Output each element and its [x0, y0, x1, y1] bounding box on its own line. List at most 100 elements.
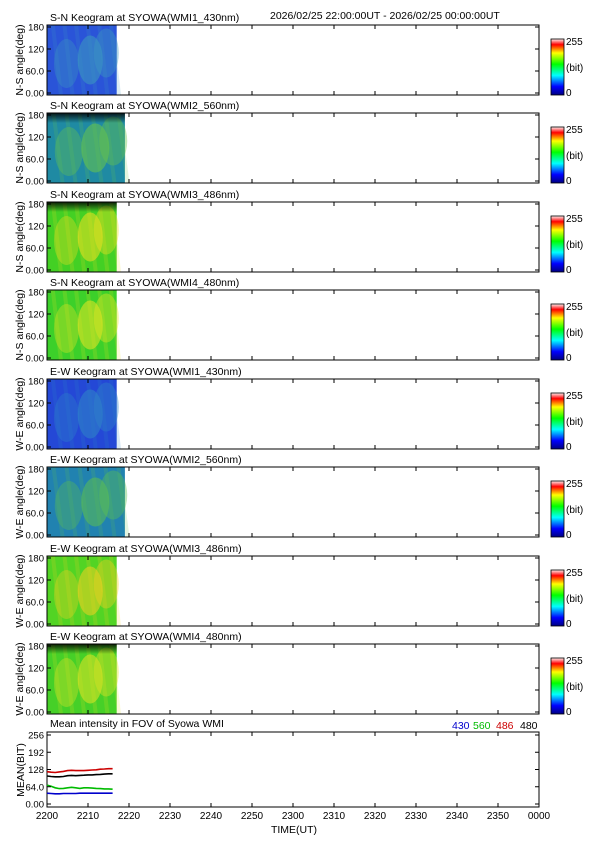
keogram-panel: S-N Keogram at SYOWA(WMI1_430nm) 180 120 60… — [14, 12, 583, 100]
colorbar-min: 0 — [566, 530, 572, 541]
x-tick-label: 2200 — [36, 811, 59, 822]
colorbar-min: 0 — [566, 442, 572, 453]
y-tick-label: 180 — [28, 288, 44, 299]
y-tick-label: 120 — [28, 487, 44, 498]
y-tick-label: 180 — [28, 642, 44, 653]
y-tick-label: 120 — [28, 399, 44, 410]
colorbar-max: 255 — [566, 302, 583, 313]
y-tick-label: 60.0 — [26, 332, 45, 343]
y-tick-label: 60.0 — [26, 244, 45, 255]
keogram-panel: E-W Keogram at SYOWA(WMI4_480nm) 180 120 60… — [14, 631, 583, 719]
panel-frame — [46, 201, 540, 273]
y-tick-label: 0.00 — [26, 443, 45, 454]
y-tick-label: 0.00 — [26, 531, 45, 542]
colorbar: 255 (bit) 0 — [550, 125, 583, 187]
y-tick-label: 0.00 — [26, 266, 45, 277]
panel-frame — [46, 24, 540, 96]
colorbar: 255 (bit) 0 — [550, 568, 583, 630]
panel-frame — [46, 378, 540, 450]
colorbar: 255 (bit) 0 — [550, 214, 583, 276]
y-tick-label: 256 — [28, 731, 44, 742]
panel-ylabel: W-E angle(deg) — [14, 377, 26, 450]
keogram-panel: E-W Keogram at SYOWA(WMI3_486nm) 180 120 60… — [14, 543, 583, 631]
colorbar: 255 (bit) 0 — [550, 302, 583, 364]
colorbar-max: 255 — [566, 391, 583, 402]
colorbar: 255 (bit) 0 — [550, 656, 583, 718]
y-tick-label: 64.0 — [26, 782, 45, 793]
panel-ylabel: W-E angle(deg) — [14, 554, 26, 627]
colorbar-unit: (bit) — [566, 151, 583, 162]
x-tick-label: 2310 — [323, 811, 346, 822]
y-tick-label: 0.00 — [26, 89, 45, 100]
panel-title: E-W Keogram at SYOWA(WMI4_480nm) — [50, 631, 242, 643]
y-tick-label: 120 — [28, 576, 44, 587]
colorbar-max: 255 — [566, 125, 583, 136]
colorbar-unit: (bit) — [566, 505, 583, 516]
keogram-image — [47, 378, 122, 450]
x-tick-label: 2210 — [77, 811, 100, 822]
y-tick-label: 0.00 — [26, 354, 45, 365]
y-tick-label: 60.0 — [26, 421, 45, 432]
y-tick-label: 180 — [28, 23, 44, 34]
y-tick-label: 192 — [28, 748, 44, 759]
header-time-range: 2026/02/25 22:00:00UT - 2026/02/25 00:00… — [270, 10, 500, 22]
colorbar-min: 0 — [566, 353, 572, 364]
keogram-image — [47, 24, 122, 96]
colorbar-unit: (bit) — [566, 594, 583, 605]
x-tick-label: 2330 — [405, 811, 428, 822]
panel-ylabel: N-S angle(deg) — [14, 289, 26, 360]
colorbar: 255 (bit) 0 — [550, 391, 583, 453]
x-tick-label: 2220 — [118, 811, 141, 822]
y-tick-label: 128 — [28, 765, 44, 776]
panel-frame — [46, 289, 540, 361]
panel-ylabel: W-E angle(deg) — [14, 465, 26, 538]
keogram-panel: S-N Keogram at SYOWA(WMI4_480nm) 180 120 60… — [14, 277, 583, 365]
y-tick-label: 0.00 — [26, 620, 45, 631]
colorbar-max: 255 — [566, 37, 583, 48]
colorbar-max: 255 — [566, 656, 583, 667]
x-tick-label: 2340 — [446, 811, 469, 822]
x-tick-label: 2250 — [241, 811, 264, 822]
chart-plot-frame — [46, 731, 540, 808]
panel-ylabel: N-S angle(deg) — [14, 24, 26, 95]
panel-ylabel: N-S angle(deg) — [14, 112, 26, 183]
keogram-panels: S-N Keogram at SYOWA(WMI1_430nm) 180 120 60… — [14, 12, 583, 719]
y-tick-label: 60.0 — [26, 67, 45, 78]
series-line-560 — [46, 784, 113, 790]
legend-entry-560: 560 — [473, 720, 491, 732]
keogram-image — [47, 289, 122, 361]
keogram-panel: S-N Keogram at SYOWA(WMI3_486nm) 180 120 60… — [14, 189, 583, 277]
x-tick-label: 2230 — [159, 811, 182, 822]
mean-intensity-chart: Mean intensity in FOV of Syowa WMI 430 56… — [15, 718, 551, 836]
colorbar-min: 0 — [566, 707, 572, 718]
x-tick-label: 2350 — [487, 811, 510, 822]
y-tick-label: 120 — [28, 222, 44, 233]
x-tick-label: 0000 — [528, 811, 551, 822]
colorbar-unit: (bit) — [566, 682, 583, 693]
colorbar-min: 0 — [566, 88, 572, 99]
y-tick-label: 180 — [28, 377, 44, 388]
y-tick-label: 60.0 — [26, 598, 45, 609]
keogram-image — [47, 555, 122, 627]
keogram-image — [47, 201, 122, 273]
panel-title: S-N Keogram at SYOWA(WMI2_560nm) — [50, 100, 239, 112]
keogram-panel: S-N Keogram at SYOWA(WMI2_560nm) 180 120 60… — [14, 100, 583, 188]
y-tick-label: 120 — [28, 310, 44, 321]
panel-title: S-N Keogram at SYOWA(WMI4_480nm) — [50, 277, 239, 289]
colorbar-min: 0 — [566, 619, 572, 630]
keogram-image — [47, 466, 130, 538]
colorbar-min: 0 — [566, 176, 572, 187]
colorbar: 255 (bit) 0 — [550, 479, 583, 541]
keogram-panel: E-W Keogram at SYOWA(WMI2_560nm) 180 120 60… — [14, 454, 583, 542]
series-line-480 — [46, 772, 113, 778]
colorbar-max: 255 — [566, 214, 583, 225]
panel-title: S-N Keogram at SYOWA(WMI1_430nm) — [50, 12, 239, 24]
panel-title: E-W Keogram at SYOWA(WMI3_486nm) — [50, 543, 242, 555]
y-tick-label: 180 — [28, 465, 44, 476]
colorbar-unit: (bit) — [566, 63, 583, 74]
y-tick-label: 120 — [28, 664, 44, 675]
y-tick-label: 180 — [28, 554, 44, 565]
colorbar-min: 0 — [566, 265, 572, 276]
